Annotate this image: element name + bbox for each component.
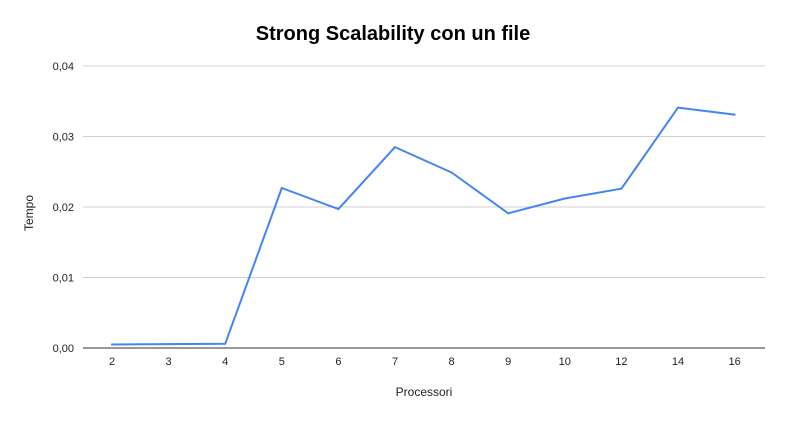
series-layer [111, 106, 736, 346]
y-tick-label: 0,00 [53, 343, 74, 355]
x-tick-label: 9 [505, 356, 511, 368]
y-axis-title: Tempo [22, 195, 36, 231]
data-point [111, 343, 113, 346]
y-axis-ticks: 0,00 0,01 0,02 0,03 0,04 [53, 61, 74, 355]
x-tick-label: 7 [392, 356, 398, 368]
chart-title: Strong Scalability con un file [256, 23, 530, 45]
x-axis-title: Processori [396, 385, 453, 399]
data-point [620, 187, 623, 190]
data-point [563, 197, 566, 200]
x-tick-label: 16 [728, 356, 740, 368]
x-tick-label: 12 [615, 356, 627, 368]
series-line [111, 106, 736, 346]
data-point [394, 146, 396, 149]
y-tick-label: 0,04 [53, 61, 74, 73]
data-point [337, 208, 340, 211]
data-point [167, 343, 170, 346]
data-point [733, 113, 736, 116]
x-tick-label: 14 [672, 356, 684, 368]
y-tick-label: 0,01 [53, 273, 74, 285]
x-tick-label: 3 [166, 356, 172, 368]
data-point [224, 342, 227, 345]
x-tick-label: 5 [279, 356, 285, 368]
x-tick-label: 2 [109, 356, 115, 368]
data-point [677, 106, 679, 109]
y-tick-label: 0,02 [53, 202, 74, 214]
x-axis-ticks: 2 3 4 5 6 7 8 9 10 12 14 16 [109, 356, 741, 368]
x-tick-label: 6 [335, 356, 341, 368]
gridlines [83, 65, 765, 278]
data-point [450, 171, 453, 174]
y-tick-label: 0,03 [53, 132, 74, 144]
x-tick-label: 4 [222, 356, 228, 368]
x-tick-label: 10 [559, 356, 571, 368]
data-point [280, 186, 283, 189]
x-tick-label: 8 [449, 356, 455, 368]
data-point [507, 212, 510, 215]
